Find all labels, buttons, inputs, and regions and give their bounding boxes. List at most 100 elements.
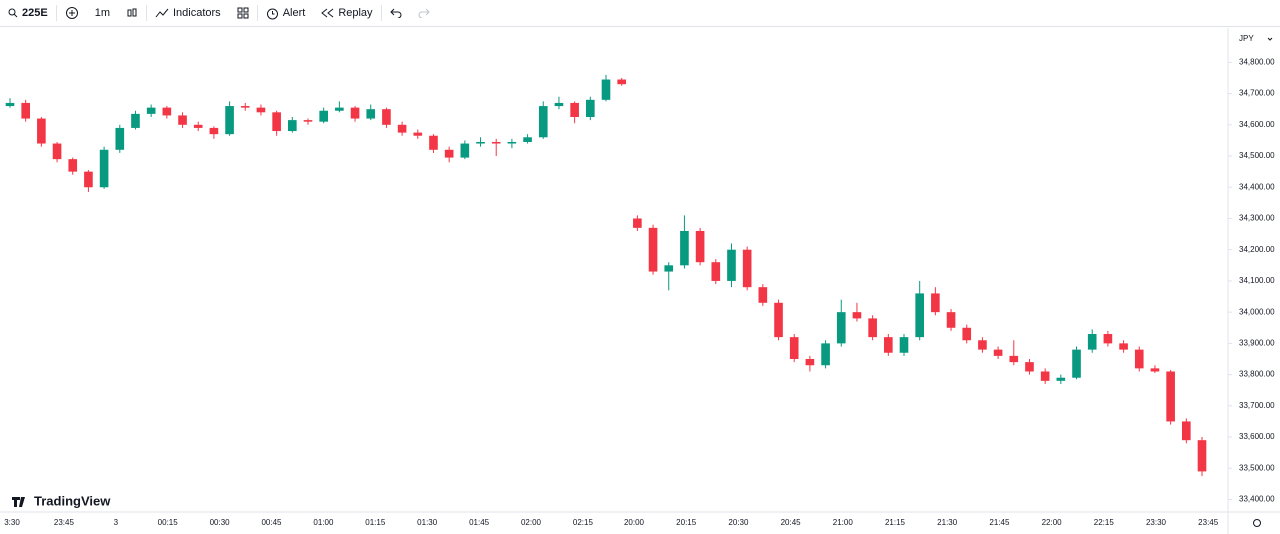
interval-button[interactable]: 1m [87,0,118,27]
indicators-label: Indicators [172,7,221,19]
candle-body [52,143,62,160]
y-tick-label: 34,800.00 [1239,57,1275,66]
candle-body [742,249,752,288]
candle-body [664,265,674,272]
redo-button[interactable] [410,0,438,27]
candle-body [852,312,862,319]
candle-body [131,113,140,128]
candle-body [1087,334,1097,350]
replay-button[interactable]: Replay [313,0,380,27]
y-tick-label: 33,900.00 [1239,338,1275,347]
currency-arrow [1267,37,1273,41]
candle-body [538,106,548,138]
alert-label: Alert [282,7,306,19]
compare-button[interactable] [57,0,87,27]
candle-body [836,312,846,344]
candle-body [1150,368,1160,372]
candle-body [695,230,705,263]
y-tick-label: 34,500.00 [1239,151,1275,160]
watermark: TradingView [34,493,111,508]
candle-body [460,143,470,158]
candle-body [915,293,924,338]
layouts-button[interactable] [229,0,257,27]
candle-body [240,106,250,108]
candle-body [868,318,877,338]
undo-button[interactable] [382,0,410,27]
x-tick-label: 23:30 [1146,518,1167,527]
candle-body [931,293,940,313]
candle-body [209,127,219,135]
y-tick-label: 34,000.00 [1239,307,1275,316]
candle-body [633,218,642,228]
candle-body [366,109,376,119]
logo-icon [12,497,25,507]
candle-body [523,137,532,142]
x-tick-label: 21:45 [989,518,1010,527]
x-tick-label: 20:45 [781,518,802,527]
candle-body [554,102,564,107]
candle-body [1040,371,1050,381]
candle-body [507,141,517,144]
candle-body [899,337,909,353]
x-tick-label: 21:15 [885,518,906,527]
y-tick-label: 33,400.00 [1239,495,1275,504]
candle-body [774,302,783,338]
x-tick-label: 21:30 [937,518,958,527]
candle-body [1072,349,1081,378]
candle-body [115,127,125,150]
candle-body [225,106,234,135]
candle-body [476,141,485,144]
candle-body [256,107,266,113]
x-tick-label: 00:15 [158,518,179,527]
candle-body [617,79,626,85]
x-tick-label: 21:00 [833,518,854,527]
x-tick-label: 01:45 [469,518,490,527]
x-tick-label: 00:45 [261,518,282,527]
x-tick-label: 20:00 [624,518,645,527]
alert-button[interactable]: Alert [258,0,314,27]
candle-body [1134,349,1144,369]
candle-body [68,159,78,172]
y-tick-label: 33,600.00 [1239,432,1275,441]
candle-body [397,124,407,133]
x-tick-label: 20:30 [728,518,749,527]
settings-icon[interactable] [1253,519,1261,527]
x-tick-label: 20:15 [676,518,697,527]
candle-body [99,149,109,188]
y-tick-label: 34,700.00 [1239,89,1275,98]
candle-body [727,249,736,281]
candle-body [962,327,972,341]
x-tick-label: 3 [114,518,119,527]
indicators-button[interactable]: Indicators [147,0,229,27]
candle-body [288,120,297,132]
x-tick-label: 3:30 [4,518,20,527]
candle-body [37,118,46,144]
chart-type-button[interactable] [118,0,146,27]
x-tick-label: 01:00 [313,518,334,527]
candle-body [648,227,658,272]
y-tick-label: 34,200.00 [1239,245,1275,254]
candle-body [1103,334,1113,344]
candle-body [272,112,281,132]
y-tick-label: 33,800.00 [1239,370,1275,379]
candle-body [586,99,595,117]
currency: JPY [1239,34,1254,43]
replay-label: Replay [338,7,373,19]
candle-body [1119,343,1128,350]
y-tick-label: 34,100.00 [1239,276,1275,285]
candle-body [335,107,344,111]
candle-body [946,312,956,328]
candle-body [350,107,360,119]
candle-body [5,102,15,107]
candle-body [1009,355,1019,363]
candle-body [821,343,830,366]
candle-body [21,102,30,119]
candle-body [413,132,423,136]
y-tick-label: 34,400.00 [1239,182,1275,191]
x-tick-label: 22:15 [1094,518,1115,527]
symbol-search[interactable]: 225E [0,0,56,27]
candle-body [1056,377,1066,381]
candle-body [444,149,454,158]
candle-body [601,79,611,100]
